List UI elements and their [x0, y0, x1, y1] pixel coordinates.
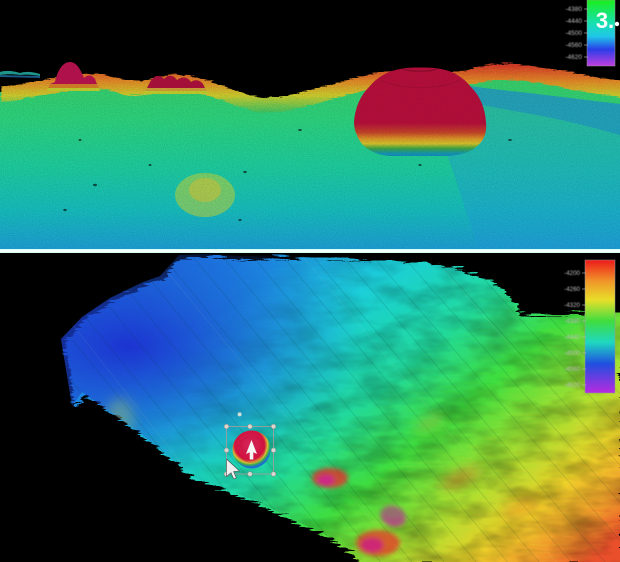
svg-text:-4620: -4620 — [564, 382, 580, 389]
svg-text:-4620: -4620 — [565, 54, 582, 61]
svg-text:-4320: -4320 — [564, 302, 580, 309]
svg-text:-4560: -4560 — [565, 42, 582, 49]
svg-text:3.: 3. — [596, 8, 614, 33]
svg-text:-4380: -4380 — [564, 318, 580, 325]
svg-text:-4560: -4560 — [564, 366, 580, 373]
svg-text:-4440: -4440 — [565, 18, 582, 25]
svg-text:-4440: -4440 — [564, 334, 580, 341]
svg-text:-4260: -4260 — [564, 286, 580, 293]
svg-text:-4380: -4380 — [565, 6, 582, 13]
svg-text:-4500: -4500 — [564, 350, 580, 357]
svg-text:-4500: -4500 — [565, 30, 582, 37]
svg-text:-4200: -4200 — [564, 270, 580, 277]
